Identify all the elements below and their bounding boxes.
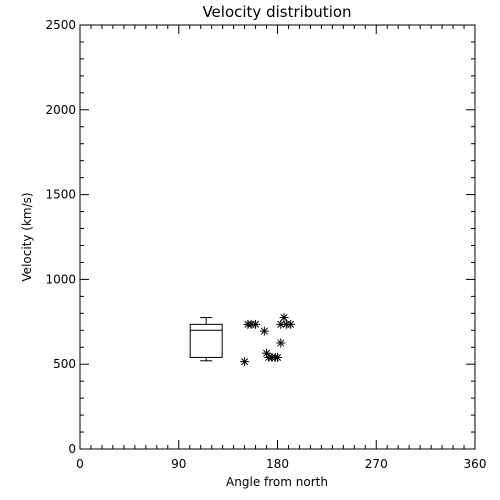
x-tick-label: 180	[266, 457, 289, 471]
y-tick-label: 1500	[45, 188, 76, 202]
data-point	[286, 319, 296, 329]
x-tick-label: 90	[171, 457, 186, 471]
y-tick-label: 1000	[45, 272, 76, 286]
x-axis-label: Angle from north	[226, 475, 328, 489]
data-point	[276, 319, 286, 329]
x-tick-label: 270	[365, 457, 388, 471]
tick-labels: 0 90 180 270 360 0 500 1000 1500 2000 2500	[45, 18, 486, 471]
data-point	[273, 352, 282, 362]
data-point	[251, 319, 261, 329]
y-tick-label: 2500	[45, 18, 76, 32]
y-tick-label: 2000	[45, 103, 76, 117]
data-point	[279, 313, 289, 323]
data-point	[259, 326, 269, 336]
x-tick-label: 0	[76, 457, 84, 471]
boxplot	[189, 317, 223, 362]
x-tick-label: 360	[464, 457, 487, 471]
plot-frame	[79, 24, 476, 450]
y-tick-label: 0	[68, 442, 76, 456]
chart-title: Velocity distribution	[202, 3, 351, 21]
y-tick-label: 500	[53, 357, 76, 371]
boxplot-box	[189, 323, 223, 358]
axis-ticks	[79, 24, 476, 450]
data-point	[240, 357, 250, 367]
data-points	[240, 313, 296, 367]
data-point	[276, 338, 286, 348]
y-axis-label: Velocity (km/s)	[20, 192, 34, 281]
